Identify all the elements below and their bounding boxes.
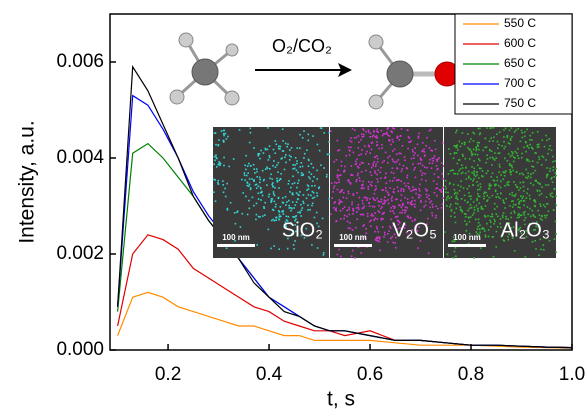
x-tick-label: 0.4 <box>256 364 283 385</box>
scale-label: 100 nm <box>453 233 481 242</box>
scale-bar <box>334 244 372 247</box>
x-tick-label: 0.2 <box>155 364 181 385</box>
eds-maps: SiO₂ 100 nm V₂O₅ 100 nm Al₂O₃ 100 nm <box>213 127 558 259</box>
reaction-label: O₂/CO₂ <box>272 36 332 56</box>
scale-bar <box>217 244 255 247</box>
y-tick-label: 0.000 <box>56 339 104 360</box>
scale-label: 100 nm <box>222 233 250 242</box>
x-tick-label: 1.0 <box>559 364 585 385</box>
inset-label: SiO₂ <box>282 219 323 241</box>
y-tick-label: 0.006 <box>56 51 104 72</box>
x-tick-label: 0.8 <box>458 364 484 385</box>
legend-label: 650 C <box>504 56 536 70</box>
x-tick-label: 0.6 <box>357 364 383 385</box>
axes-frame <box>109 13 573 351</box>
legend-label: 750 C <box>504 96 536 110</box>
inset-label: V₂O₅ <box>392 219 437 241</box>
legend-label: 700 C <box>504 76 536 90</box>
y-tick-label: 0.004 <box>56 147 104 168</box>
speckle <box>213 127 331 256</box>
y-tick-label: 0.002 <box>56 243 104 264</box>
legend: 550 C 600 C 650 C 700 C 750 C <box>454 13 573 115</box>
legend-label: 600 C <box>504 36 536 50</box>
speckle <box>330 127 445 259</box>
scale-bar <box>448 244 486 247</box>
x-axis-label: t, s <box>327 388 355 411</box>
eds-panel <box>213 127 329 258</box>
scale-label: 100 nm <box>339 233 367 242</box>
methane <box>169 32 240 106</box>
y-axis-label: Intensity, a.u. <box>16 120 39 243</box>
inset-label: Al₂O₃ <box>501 219 550 241</box>
reaction-arrow <box>255 63 352 77</box>
speckle <box>444 127 558 259</box>
legend-label: 550 C <box>504 16 536 30</box>
formaldehyde <box>368 34 460 110</box>
